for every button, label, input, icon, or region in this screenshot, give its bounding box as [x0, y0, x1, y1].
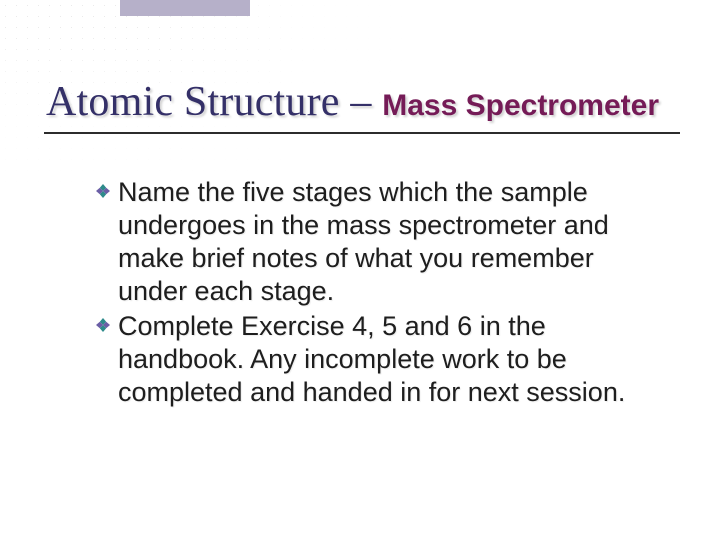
list-item: Complete Exercise 4, 5 and 6 in the hand… — [96, 310, 666, 409]
title-sub: Mass Spectrometer — [382, 89, 659, 122]
slide-title: Atomic Structure – Mass Spectrometer — [46, 78, 700, 126]
title-underline — [44, 132, 680, 134]
slide: Atomic Structure – Mass Spectrometer Nam… — [0, 0, 720, 540]
diamond-bullet-icon — [96, 318, 110, 332]
diamond-bullet-icon — [96, 184, 110, 198]
bullet-text: Name the five stages which the sample un… — [118, 176, 666, 308]
title-main: Atomic Structure – — [46, 79, 382, 125]
bullet-text: Complete Exercise 4, 5 and 6 in the hand… — [118, 310, 666, 409]
slide-body: Name the five stages which the sample un… — [96, 176, 666, 411]
list-item: Name the five stages which the sample un… — [96, 176, 666, 308]
